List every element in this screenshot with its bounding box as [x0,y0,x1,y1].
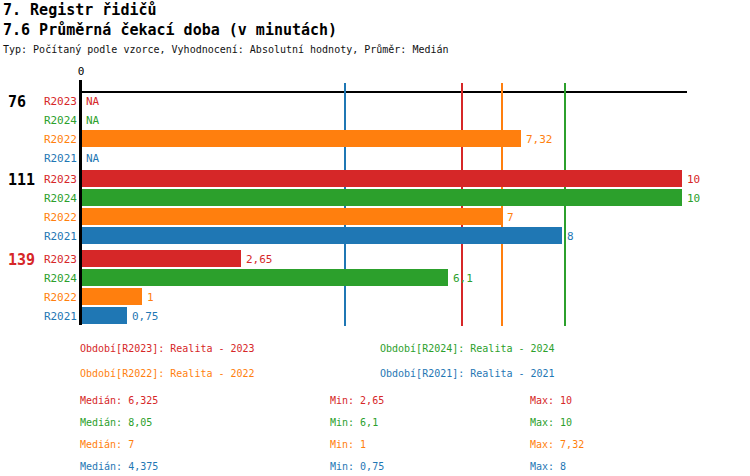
series-label-r2022: R2022 [40,133,77,146]
stat-min-r2024: Min: 6,1 [330,417,378,428]
series-label-r2022: R2022 [40,211,77,224]
series-label-r2023: R2023 [40,95,77,108]
legend-item-r2022: Období[R2022]: Realita - 2022 [80,368,255,379]
bar-value-r2023-group-139: 2,65 [246,253,273,266]
bar-r2021-group-111 [82,227,562,244]
legend-item-r2021: Období[R2021]: Realita - 2021 [380,368,555,379]
bar-r2024-group-139 [82,269,448,286]
bar-r2022-group-111 [82,208,502,225]
stat-max-r2021: Max: 8 [530,461,566,472]
report-page: 7. Registr řidičů 7.6 Průměrná čekací do… [0,0,750,476]
bar-r2021-group-139 [82,307,127,324]
na-value-r2023: NA [86,95,99,108]
series-label-r2023: R2023 [40,253,77,266]
bar-r2023-group-139 [82,250,241,267]
stat-median-r2024: Medián: 8,05 [80,417,152,428]
bar-r2024-group-111 [82,189,682,206]
stat-median-r2023: Medián: 6,325 [80,395,158,406]
stat-min-r2022: Min: 1 [330,439,366,450]
stat-min-r2023: Min: 2,65 [330,395,384,406]
bar-value-r2022-group-139: 1 [147,291,154,304]
series-label-r2021: R2021 [40,310,77,323]
legend-item-r2024: Období[R2024]: Realita - 2024 [380,343,555,354]
stat-median-r2022: Medián: 7 [80,439,134,450]
na-value-r2024: NA [86,114,99,127]
group-label-111: 111 [8,171,35,189]
stat-max-r2023: Max: 10 [530,395,572,406]
axis-zero-label: 0 [70,65,92,78]
series-label-r2024: R2024 [40,192,77,205]
bar-value-r2022-group-111: 7 [507,211,514,224]
bar-value-r2022-group-76: 7,32 [526,133,553,146]
group-label-76: 76 [8,93,26,111]
chart-meta-line: Typ: Počítaný podle vzorce, Vyhodnocení:… [3,44,449,55]
series-label-r2024: R2024 [40,272,77,285]
na-value-r2021: NA [86,152,99,165]
bar-r2022-group-139 [82,288,142,305]
group-label-139: 139 [8,251,35,269]
stat-max-r2022: Max: 7,32 [530,439,584,450]
chart-subtitle: 7.6 Průměrná čekací doba (v minutách) [3,21,337,39]
series-label-r2021: R2021 [40,230,77,243]
series-label-r2023: R2023 [40,173,77,186]
bar-r2023-group-111 [82,170,682,187]
stat-min-r2021: Min: 0,75 [330,461,384,472]
bar-chart: 0 76 R2023 NA R2024 NA R2022 7,32 R2021 NA 111 R20… [0,60,750,340]
bar-r2022-group-76 [82,130,521,147]
series-label-r2022: R2022 [40,291,77,304]
series-label-r2021: R2021 [40,152,77,165]
bar-value-r2021-group-139: 0,75 [132,310,159,323]
series-label-r2024: R2024 [40,114,77,127]
bar-value-r2024-group-139: 6,1 [453,272,473,285]
bar-value-r2021-group-111: 8 [567,230,574,243]
stat-max-r2024: Max: 10 [530,417,572,428]
page-title: 7. Registr řidičů [3,1,157,19]
stat-median-r2021: Medián: 4,375 [80,461,158,472]
legend-item-r2023: Období[R2023]: Realita - 2023 [80,343,255,354]
bar-value-r2024-group-111: 10 [687,192,700,205]
bar-value-r2023-group-111: 10 [687,173,700,186]
axis-horizontal-line [79,91,687,93]
